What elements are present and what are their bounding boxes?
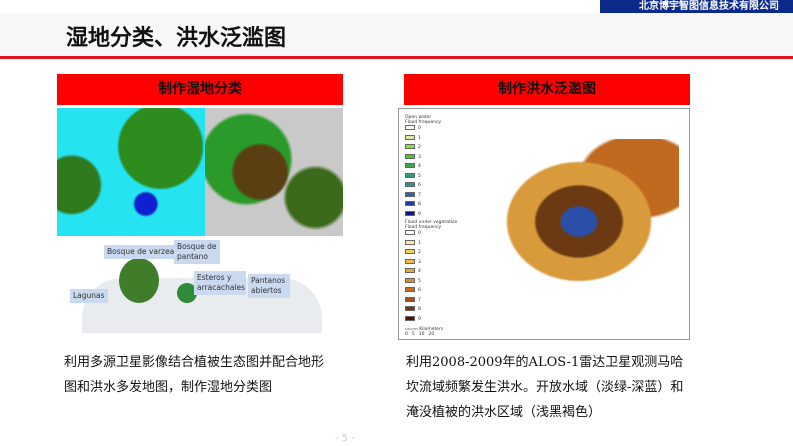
figure-label: Lagunas [70, 289, 108, 303]
figure-label: Bosque de pantano [174, 240, 220, 264]
legend-swatch [405, 182, 415, 187]
legend-swatch [405, 296, 415, 302]
scale-bar: ▭▭▭ Kilometers [405, 327, 444, 332]
figure-label: Esteros y arracachales [194, 271, 246, 295]
legend-class: 2 [418, 250, 421, 255]
legend-swatch [405, 258, 415, 264]
legend-swatch [405, 210, 415, 216]
legend-class: 3 [418, 259, 421, 265]
left-heading: 制作湿地分类 [57, 74, 343, 105]
legend-class: 1 [418, 240, 421, 246]
scale-tick: 0 [405, 332, 408, 337]
header-divider [0, 56, 793, 59]
legend-swatch [405, 306, 415, 311]
legend-item: 4 [405, 268, 457, 278]
legend-class: 4 [418, 269, 421, 274]
legend-class: 5 [418, 173, 421, 179]
legend-class: 9 [418, 316, 421, 322]
legend-item: 0 [405, 125, 457, 135]
legend-swatch [405, 134, 415, 140]
flood-map-figure: Open water Flood frequency 0 1 2 3 4 5 6 7 8 9 Fl… [398, 108, 690, 340]
forest-illustration [119, 258, 159, 303]
legend-class: 7 [418, 192, 421, 198]
legend-class: 8 [418, 307, 421, 312]
legend-swatch [405, 201, 415, 206]
scale-label: Kilometers [419, 327, 444, 332]
legend-class: 1 [418, 135, 421, 141]
scale-tick: 5 [411, 332, 415, 337]
figure-label: Pantanos abiertos [248, 274, 290, 298]
legend-swatch [405, 125, 415, 130]
scale-tick: 10 [418, 332, 425, 337]
legend-title: Open water [405, 115, 432, 120]
legend-item: 2 [405, 249, 457, 259]
scale-tick: 20 [428, 332, 435, 337]
legend-item: 9 [405, 315, 457, 326]
legend-swatch [405, 163, 415, 168]
legend-class: 9 [418, 211, 421, 217]
legend-class: 8 [418, 202, 421, 207]
wetland-classification-figure: Bosque de varzea Bosque de pantano Ester… [57, 108, 343, 340]
legend-class: 3 [418, 154, 421, 160]
legend-item: 4 [405, 163, 457, 173]
legend-item: 8 [405, 201, 457, 211]
legend-class: 6 [418, 183, 421, 188]
legend-swatch [405, 153, 415, 159]
right-description: 利用2008-2009年的ALOS-1雷达卫星观测马哈坎流域频繁发生洪水。开放水… [406, 355, 684, 420]
legend-item: 3 [405, 153, 457, 164]
scale-ticks: 0 5 10 20 [405, 332, 457, 337]
legend-class: 0 [418, 231, 421, 236]
left-description: 利用多源卫星影像结合植被生态图并配合地形图和洪水多发地图，制作湿地分类图 [64, 355, 325, 395]
legend-class: 7 [418, 297, 421, 303]
page-title: 湿地分类、洪水泛滥图 [66, 26, 287, 51]
legend-class: 2 [418, 145, 421, 150]
legend-item: 2 [405, 144, 457, 154]
legend-swatch [405, 287, 415, 292]
tree-illustration [177, 283, 197, 303]
legend-swatch [405, 172, 415, 178]
legend: Open water Flood frequency 0 1 2 3 4 5 6 7 8 9 Fl… [405, 115, 457, 337]
legend-subtitle: Flood frequency [405, 120, 442, 125]
legend-swatch [405, 144, 415, 149]
legend-swatch [405, 230, 415, 235]
legend-class: 4 [418, 164, 421, 169]
legend-item: 8 [405, 306, 457, 316]
legend-swatch [405, 191, 415, 197]
legend-swatch [405, 249, 415, 254]
legend-class: 6 [418, 288, 421, 293]
legend-item: 1 [405, 134, 457, 145]
legend-item: 1 [405, 239, 457, 250]
legend-item: 5 [405, 172, 457, 183]
legend-swatch [405, 277, 415, 283]
satellite-map-left [57, 108, 205, 236]
legend-item: 7 [405, 296, 457, 307]
satellite-map-right [205, 108, 343, 236]
legend-swatch [405, 315, 415, 321]
legend-item: 9 [405, 210, 457, 221]
legend-item: 5 [405, 277, 457, 288]
legend-item: 7 [405, 191, 457, 202]
page-number: - 5 - [335, 433, 355, 444]
legend-class: 5 [418, 278, 421, 284]
legend-title: Flood under vegetation [405, 220, 458, 225]
right-heading: 制作洪水泛滥图 [404, 74, 690, 105]
legend-class: 0 [418, 126, 421, 131]
legend-item: 6 [405, 287, 457, 297]
legend-item: 3 [405, 258, 457, 269]
header-band [0, 13, 793, 57]
legend-swatch [405, 268, 415, 273]
company-bar: 北京博宇智图信息技术有限公司 [600, 0, 793, 13]
legend-item: 0 [405, 230, 457, 240]
flood-map [479, 139, 679, 289]
figure-label: Bosque de varzea [104, 245, 178, 259]
legend-swatch [405, 239, 415, 245]
legend-subtitle: Flood frequency [405, 225, 442, 230]
legend-item: 6 [405, 182, 457, 192]
